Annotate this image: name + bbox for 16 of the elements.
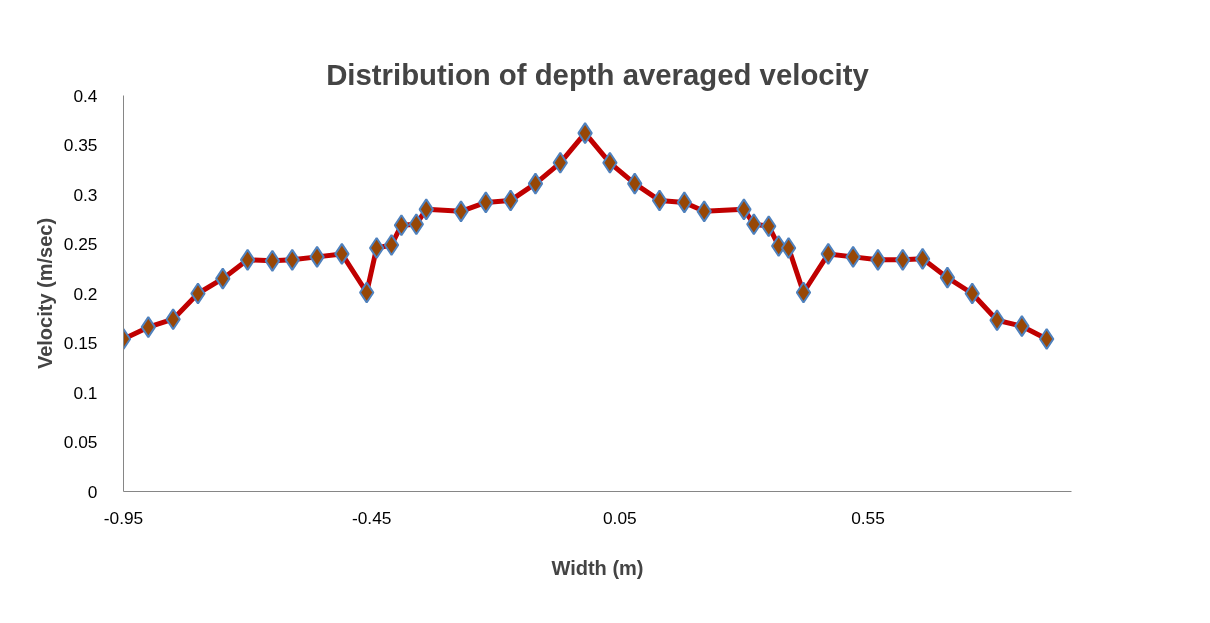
y-tick-label: 0.1 [73, 382, 98, 403]
x-axis-title: Width (m) [551, 556, 644, 579]
y-tick-label: 0.05 [63, 432, 98, 452]
y-tick-label: 0.4 [73, 85, 98, 106]
y-tick-label: 0.25 [63, 234, 98, 254]
x-tick-label: -0.45 [351, 507, 392, 528]
x-tick-label: 0.05 [602, 507, 637, 528]
y-tick-label: 0 [87, 481, 98, 502]
y-tick-label: 0.15 [63, 333, 98, 353]
x-tick-label: 0.55 [851, 507, 885, 528]
x-tick-label: -0.95 [103, 507, 144, 528]
y-axis-title: Velocity (m/sec) [33, 217, 56, 370]
y-tick-label: 0.35 [63, 135, 98, 155]
y-tick-label: 0.3 [73, 184, 98, 205]
y-tick-label: 0.2 [73, 283, 98, 304]
chart-title: Distribution of depth averaged velocity [326, 57, 870, 91]
